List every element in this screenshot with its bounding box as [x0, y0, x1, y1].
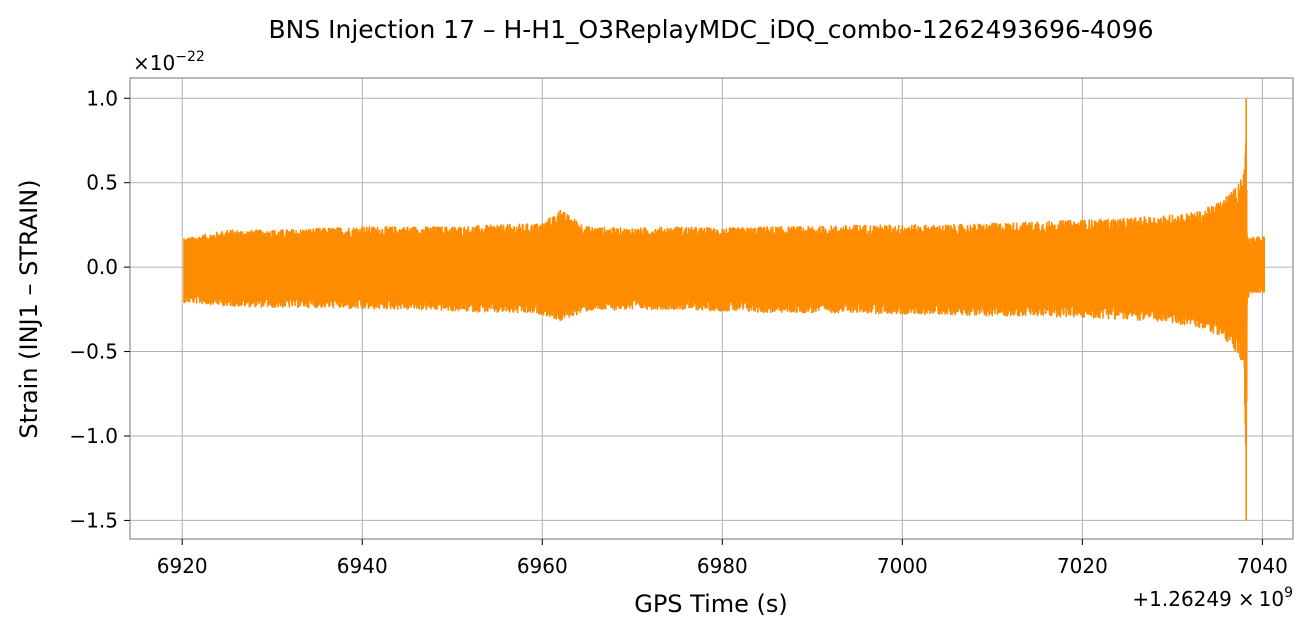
x-tick-label: 6960	[517, 554, 568, 578]
y-scale-label: ×10−22	[133, 49, 205, 75]
x-tick-label: 7000	[877, 554, 928, 578]
x-axis-ticks: 6920 6940 6960 6980 7000 7020 7040	[157, 539, 1288, 578]
x-axis-label: GPS Time (s)	[634, 590, 788, 618]
y-tick-label: −0.5	[69, 340, 118, 364]
y-axis-label: Strain (INJ1 – STRAIN)	[15, 179, 43, 438]
strain-series-line	[183, 98, 1265, 521]
x-tick-label: 6980	[697, 554, 748, 578]
x-offset-label: +1.26249 × 109	[1132, 585, 1293, 611]
x-tick-label: 7040	[1237, 554, 1288, 578]
x-tick-label: 6920	[157, 554, 208, 578]
y-tick-label: −1.5	[69, 508, 118, 532]
y-axis-ticks: 1.0 0.5 0.0 −0.5 −1.0 −1.5	[69, 86, 130, 532]
y-tick-label: −1.0	[69, 424, 118, 448]
x-tick-label: 7020	[1057, 554, 1108, 578]
y-tick-label: 1.0	[86, 86, 118, 110]
y-tick-label: 0.5	[86, 171, 118, 195]
plot-frame	[129, 77, 1294, 540]
x-tick-label: 6940	[337, 554, 388, 578]
data-series	[183, 98, 1265, 521]
y-tick-label: 0.0	[86, 255, 118, 279]
chart-title: BNS Injection 17 – H-H1_O3ReplayMDC_iDQ_…	[268, 15, 1153, 44]
